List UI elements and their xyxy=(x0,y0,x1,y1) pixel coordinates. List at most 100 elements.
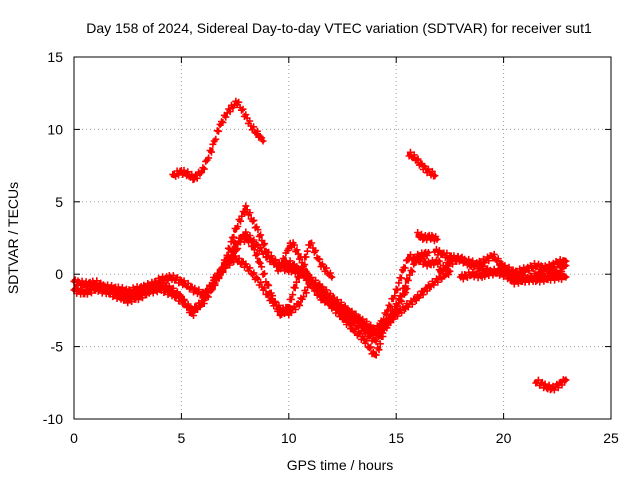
data-point xyxy=(394,289,399,294)
data-point xyxy=(232,250,238,255)
data-point xyxy=(501,264,506,270)
data-point xyxy=(293,283,298,288)
data-point xyxy=(426,250,431,255)
data-point xyxy=(125,293,130,299)
y-tick-label: -5 xyxy=(51,339,64,355)
data-point xyxy=(385,308,390,313)
data-point xyxy=(555,270,560,275)
series-trace-f xyxy=(169,97,267,184)
data-point xyxy=(217,122,223,128)
data-point xyxy=(147,286,152,291)
data-point xyxy=(540,382,545,387)
data-point xyxy=(490,253,496,258)
series-trace-e xyxy=(274,239,411,346)
data-point xyxy=(308,277,313,283)
data-point xyxy=(114,290,120,296)
data-series xyxy=(70,97,570,394)
data-point xyxy=(82,282,87,287)
series-trace-g xyxy=(405,148,439,180)
data-point xyxy=(544,276,549,281)
data-point xyxy=(458,274,463,280)
x-tick-label: 20 xyxy=(496,430,512,446)
y-tick-label: 10 xyxy=(47,121,63,137)
data-point xyxy=(437,269,442,274)
data-point xyxy=(222,266,227,271)
data-point xyxy=(351,327,356,332)
data-point xyxy=(200,298,206,303)
chart-title: Day 158 of 2024, Sidereal Day-to-day VTE… xyxy=(86,20,592,36)
data-point xyxy=(563,263,569,268)
series-trace-h xyxy=(414,229,441,245)
data-point xyxy=(168,286,173,291)
data-point xyxy=(428,234,433,239)
data-point xyxy=(383,325,388,330)
data-point xyxy=(533,379,538,384)
data-point xyxy=(243,263,248,268)
data-point xyxy=(563,274,569,280)
data-point xyxy=(318,295,324,300)
data-point xyxy=(271,298,276,303)
data-point xyxy=(235,99,240,105)
data-point xyxy=(157,282,163,287)
data-point xyxy=(394,306,399,312)
data-point xyxy=(432,173,438,178)
data-point xyxy=(479,260,485,265)
x-tick-label: 0 xyxy=(70,430,78,446)
series-trace-j xyxy=(435,250,570,279)
data-point xyxy=(265,282,270,287)
data-point xyxy=(415,295,420,300)
data-point xyxy=(413,156,418,161)
data-point xyxy=(297,254,302,259)
data-point xyxy=(512,279,517,284)
data-point xyxy=(278,312,283,317)
data-point xyxy=(286,244,291,249)
data-point xyxy=(351,318,356,323)
data-point xyxy=(329,302,334,307)
data-point xyxy=(260,138,266,144)
axis-ticks xyxy=(73,56,612,420)
data-point xyxy=(312,287,317,293)
grid xyxy=(74,57,611,419)
data-point xyxy=(404,286,410,291)
data-point xyxy=(361,328,367,333)
data-point xyxy=(254,225,259,231)
marker-trace xyxy=(274,239,411,346)
data-point xyxy=(432,248,438,254)
data-point xyxy=(490,269,496,274)
data-point xyxy=(104,289,109,294)
data-point xyxy=(247,238,253,244)
marker-trace xyxy=(169,97,267,184)
data-point xyxy=(563,259,569,264)
data-point xyxy=(555,260,560,265)
data-point xyxy=(226,108,231,113)
data-point xyxy=(421,235,427,241)
data-point xyxy=(512,270,517,275)
data-point xyxy=(458,256,463,261)
data-point xyxy=(361,337,367,342)
data-point xyxy=(479,273,485,278)
data-point xyxy=(437,259,442,264)
data-point xyxy=(286,303,291,309)
data-point xyxy=(189,286,195,291)
data-point xyxy=(426,261,431,267)
data-point xyxy=(434,237,440,242)
tick-labels: 0 5 10 15 20 25 -10 -5 0 5 10 15 xyxy=(43,49,619,446)
data-point xyxy=(447,260,453,265)
data-point xyxy=(400,269,405,274)
data-point xyxy=(179,169,184,174)
data-point xyxy=(136,292,141,297)
data-point xyxy=(557,382,562,387)
data-point xyxy=(415,254,420,259)
data-point xyxy=(239,235,244,241)
data-point xyxy=(256,133,261,138)
data-point xyxy=(501,272,506,277)
data-point xyxy=(211,280,216,286)
data-point xyxy=(82,290,87,296)
data-point xyxy=(522,277,528,283)
data-point xyxy=(232,228,238,233)
y-tick-label: 5 xyxy=(55,194,63,210)
data-point xyxy=(189,312,195,317)
data-point xyxy=(168,274,173,280)
data-point xyxy=(243,114,248,119)
